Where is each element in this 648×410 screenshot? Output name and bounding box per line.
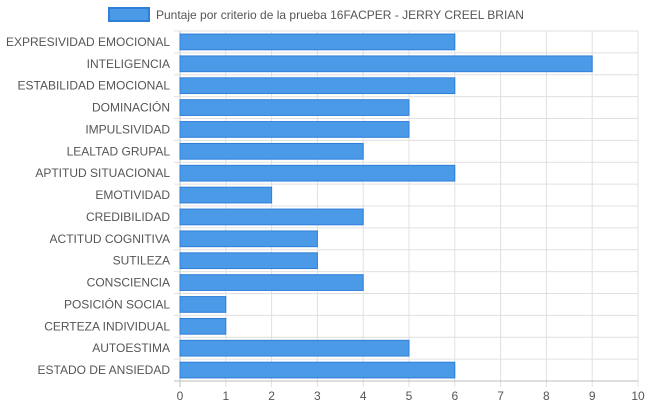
category-label: LEALTAD GRUPAL bbox=[67, 144, 171, 158]
bar[interactable] bbox=[179, 99, 410, 116]
x-tick-label: 4 bbox=[360, 389, 367, 403]
legend[interactable]: Puntaje por criterio de la prueba 16FACP… bbox=[108, 7, 524, 22]
x-tick-label: 6 bbox=[451, 389, 458, 403]
x-tick-label: 3 bbox=[314, 389, 321, 403]
category-label: ACTITUD COGNITIVA bbox=[50, 232, 170, 246]
bar[interactable] bbox=[179, 252, 318, 270]
category-label: ESTADO DE ANSIEDAD bbox=[38, 363, 171, 377]
category-label: DOMINACIÓN bbox=[92, 100, 170, 115]
bar[interactable] bbox=[179, 230, 318, 248]
x-tick-label: 5 bbox=[406, 389, 413, 403]
x-tick-label: 0 bbox=[177, 389, 184, 403]
legend-label: Puntaje por criterio de la prueba 16FACP… bbox=[156, 8, 524, 22]
bar[interactable] bbox=[179, 142, 364, 160]
x-tick-label: 7 bbox=[497, 389, 504, 403]
bar[interactable] bbox=[179, 339, 410, 357]
bar[interactable] bbox=[179, 296, 227, 313]
x-tick-label: 8 bbox=[543, 389, 550, 403]
category-labels: EXPRESIVIDAD EMOCIONAL INTELIGENCIA ESTABI… bbox=[6, 35, 170, 377]
category-label: INTELIGENCIA bbox=[87, 57, 170, 71]
category-label: EMOTIVIDAD bbox=[95, 188, 170, 202]
category-label: CREDIBILIDAD bbox=[86, 210, 170, 224]
bar[interactable] bbox=[179, 164, 456, 182]
x-tick-label: 10 bbox=[631, 389, 645, 403]
bar[interactable] bbox=[179, 317, 227, 335]
x-tick-label: 9 bbox=[589, 389, 596, 403]
x-tick-labels: 0 1 2 3 4 5 6 7 8 9 10 bbox=[177, 389, 645, 403]
category-label: SUTILEZA bbox=[113, 254, 170, 268]
bar[interactable] bbox=[179, 33, 456, 51]
bar[interactable] bbox=[179, 77, 456, 95]
bar[interactable] bbox=[179, 208, 364, 226]
bars bbox=[179, 33, 593, 379]
bar[interactable] bbox=[179, 55, 593, 73]
category-label: POSICIÓN SOCIAL bbox=[64, 296, 170, 311]
legend-swatch bbox=[108, 7, 150, 22]
category-label: CONSCIENCIA bbox=[87, 276, 170, 290]
bar[interactable] bbox=[179, 121, 410, 138]
category-label: EXPRESIVIDAD EMOCIONAL bbox=[6, 35, 170, 49]
x-tick-label: 1 bbox=[222, 389, 229, 403]
bar[interactable] bbox=[179, 274, 364, 291]
category-label: AUTOESTIMA bbox=[92, 341, 170, 355]
bar[interactable] bbox=[179, 361, 456, 379]
category-label: IMPULSIVIDAD bbox=[85, 122, 170, 136]
category-label: CERTEZA INDIVIDUAL bbox=[44, 319, 170, 333]
category-label: APTITUD SITUACIONAL bbox=[35, 166, 170, 180]
x-tick-label: 2 bbox=[268, 389, 275, 403]
category-label: ESTABILIDAD EMOCIONAL bbox=[18, 79, 171, 93]
bar[interactable] bbox=[179, 186, 273, 204]
